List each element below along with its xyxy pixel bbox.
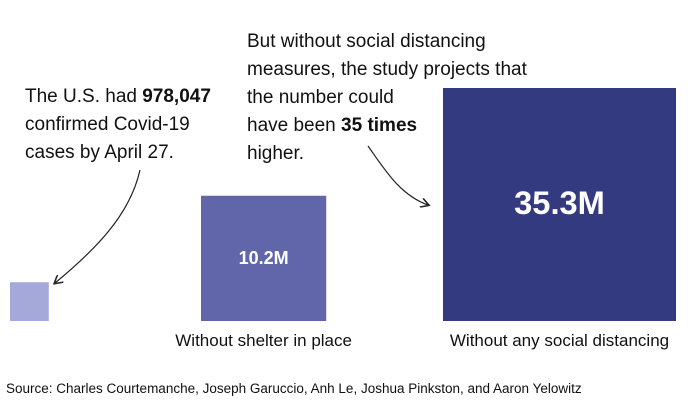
annotation-text: 978,047 bbox=[142, 86, 211, 107]
annotation-text: the number could bbox=[247, 87, 394, 108]
arrow bbox=[55, 169, 141, 283]
annotation-line: But without social distancing bbox=[247, 28, 527, 56]
annotation-line: cases by April 27. bbox=[25, 139, 211, 167]
source: Source: Charles Courtemanche, Joseph Gar… bbox=[6, 381, 582, 396]
annotation-text: The U.S. had bbox=[25, 86, 143, 107]
square bbox=[10, 282, 49, 321]
annotation-line: measures, the study projects that bbox=[247, 56, 527, 84]
arrow bbox=[367, 145, 428, 205]
annotation-line: The U.S. had 978,047 bbox=[25, 83, 211, 111]
annotation-text: confirmed Covid-19 bbox=[25, 114, 190, 135]
annotation-line: have been 35 times bbox=[247, 112, 527, 140]
category-label: Without shelter in place bbox=[175, 331, 352, 350]
square bbox=[443, 88, 676, 321]
value-label: 35.3M bbox=[514, 184, 605, 221]
annotation-line: confirmed Covid-19 bbox=[25, 111, 211, 139]
annotation-text: higher. bbox=[247, 143, 305, 164]
annotation-text: But without social distancing bbox=[247, 31, 486, 52]
annotation-text: 35 times bbox=[341, 115, 418, 136]
annotation: The U.S. had 978,047 confirmed Covid-19 ca… bbox=[25, 83, 211, 167]
square bbox=[201, 195, 327, 321]
annotation-text: measures, the study projects that bbox=[247, 59, 527, 80]
value-label: 10.2M bbox=[239, 248, 289, 268]
annotation-text: have been bbox=[247, 115, 342, 136]
category-label: Without any social distancing bbox=[450, 331, 669, 350]
annotation-text: cases by April 27. bbox=[25, 142, 174, 163]
annotation: But without social distancing measures, t… bbox=[247, 28, 527, 168]
annotation-line: the number could bbox=[247, 84, 527, 112]
annotation-line: higher. bbox=[247, 140, 527, 168]
